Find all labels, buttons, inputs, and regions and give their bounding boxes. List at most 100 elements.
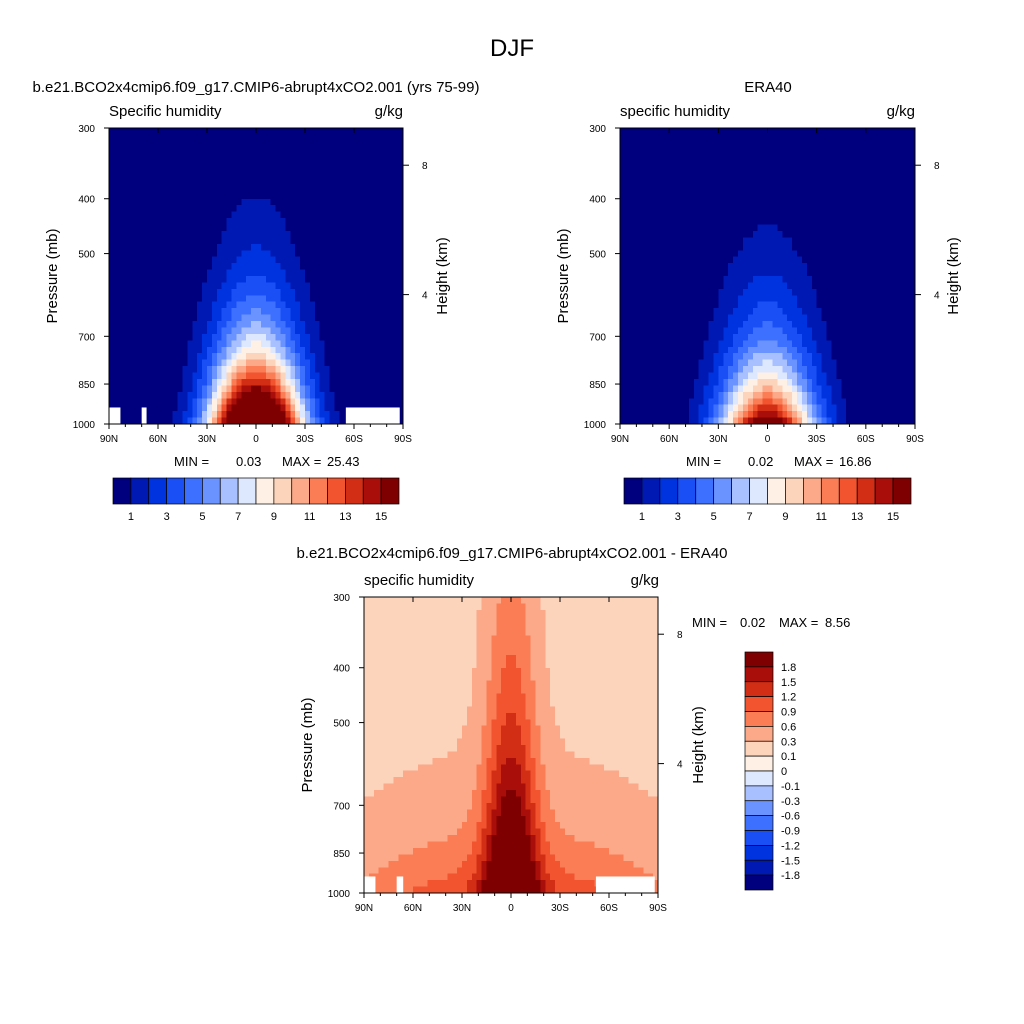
contour-cell bbox=[698, 218, 704, 225]
contour-cell bbox=[339, 250, 345, 258]
contour-cell bbox=[708, 276, 714, 283]
contour-cell bbox=[890, 128, 896, 135]
contour-cell bbox=[265, 398, 272, 406]
contour-cell bbox=[679, 179, 685, 187]
contour-cell bbox=[256, 218, 262, 225]
contour-cell bbox=[177, 134, 183, 142]
contour-cell bbox=[300, 321, 306, 328]
contour-cell bbox=[865, 218, 872, 225]
contour-cell bbox=[841, 237, 847, 245]
contour-cell bbox=[167, 263, 174, 270]
contour-cell bbox=[679, 250, 685, 258]
contour-cell bbox=[368, 224, 374, 232]
contour-cell bbox=[851, 166, 857, 174]
contour-cell bbox=[900, 192, 906, 200]
contour-cell bbox=[226, 218, 232, 225]
contour-cell bbox=[659, 333, 665, 341]
contour-cell bbox=[870, 179, 877, 187]
panel-obs-title: ERA40 bbox=[744, 79, 792, 96]
contour-cell bbox=[153, 185, 159, 193]
contour-cell bbox=[383, 140, 389, 148]
contour-cell bbox=[305, 147, 311, 155]
contour-cell bbox=[182, 185, 188, 193]
contour-cell bbox=[644, 301, 650, 309]
contour-cell bbox=[674, 314, 680, 322]
contour-cell bbox=[865, 147, 872, 155]
contour-cell bbox=[801, 147, 808, 155]
contour-cell bbox=[398, 411, 404, 418]
contour-cell bbox=[910, 314, 916, 322]
contour-cell bbox=[728, 263, 734, 270]
contour-cell bbox=[378, 160, 384, 167]
contour-cell bbox=[202, 366, 208, 373]
contour-cell bbox=[811, 250, 818, 258]
contour-cell bbox=[860, 192, 867, 200]
contour-cell bbox=[787, 340, 793, 348]
contour-cell bbox=[202, 192, 208, 200]
contour-cell bbox=[211, 192, 218, 200]
contour-cell bbox=[649, 237, 655, 245]
contour-cell bbox=[860, 308, 867, 315]
colorbar-swatch bbox=[345, 477, 364, 505]
contour-cell bbox=[354, 378, 360, 386]
contour-cell bbox=[679, 321, 685, 328]
contour-cell bbox=[388, 378, 394, 386]
contour-cell bbox=[693, 173, 700, 180]
contour-cell bbox=[192, 140, 198, 148]
contour-cell bbox=[143, 295, 149, 303]
contour-cell bbox=[123, 301, 129, 309]
contour-cell bbox=[128, 276, 134, 283]
contour-cell bbox=[202, 134, 208, 142]
contour-cell bbox=[354, 314, 360, 322]
contour-cell bbox=[167, 308, 174, 315]
contour-cell bbox=[747, 160, 754, 167]
contour-cell bbox=[806, 185, 813, 193]
contour-cell bbox=[679, 153, 685, 161]
contour-cell bbox=[368, 256, 374, 264]
contour-cell bbox=[851, 224, 857, 232]
contour-cell bbox=[162, 224, 169, 232]
contour-cell bbox=[806, 346, 813, 354]
contour-cell bbox=[133, 185, 139, 193]
contour-cell bbox=[772, 346, 778, 354]
contour-cell bbox=[221, 198, 227, 206]
contour-cell bbox=[354, 166, 360, 174]
contour-cell bbox=[787, 276, 793, 283]
contour-cell bbox=[339, 398, 345, 406]
contour-cell bbox=[202, 282, 208, 290]
contour-cell bbox=[109, 205, 115, 213]
contour-cell bbox=[192, 166, 198, 174]
contour-cell bbox=[153, 411, 159, 418]
contour-cell bbox=[683, 288, 690, 296]
contour-cell bbox=[314, 372, 321, 380]
contour-cell bbox=[231, 333, 237, 341]
contour-cell bbox=[187, 333, 193, 341]
contour-cell bbox=[733, 230, 739, 238]
contour-cell bbox=[265, 301, 272, 309]
contour-cell bbox=[118, 205, 125, 213]
contour-cell bbox=[747, 288, 754, 296]
contour-cell bbox=[388, 282, 394, 290]
contour-cell bbox=[378, 179, 384, 187]
contour-cell bbox=[856, 269, 862, 277]
contour-cell bbox=[782, 205, 788, 213]
contour-cell bbox=[172, 288, 178, 296]
contour-cell bbox=[270, 250, 276, 258]
contour-cell bbox=[856, 192, 862, 200]
contour-cell bbox=[324, 128, 330, 135]
contour-cell bbox=[782, 224, 788, 232]
contour-cell bbox=[693, 192, 700, 200]
contour-cell bbox=[821, 211, 827, 219]
contour-cell bbox=[295, 340, 301, 348]
contour-cell bbox=[280, 269, 286, 277]
contour-cell bbox=[143, 308, 149, 315]
contour-cell bbox=[344, 391, 350, 399]
contour-cell bbox=[713, 153, 719, 161]
contour-cell bbox=[123, 321, 129, 328]
contour-cell bbox=[679, 282, 685, 290]
contour-cell bbox=[821, 282, 827, 290]
x-tick-label: 60N bbox=[149, 434, 167, 445]
contour-cell bbox=[236, 359, 242, 367]
contour-cell bbox=[388, 340, 394, 348]
contour-cell bbox=[167, 411, 174, 418]
